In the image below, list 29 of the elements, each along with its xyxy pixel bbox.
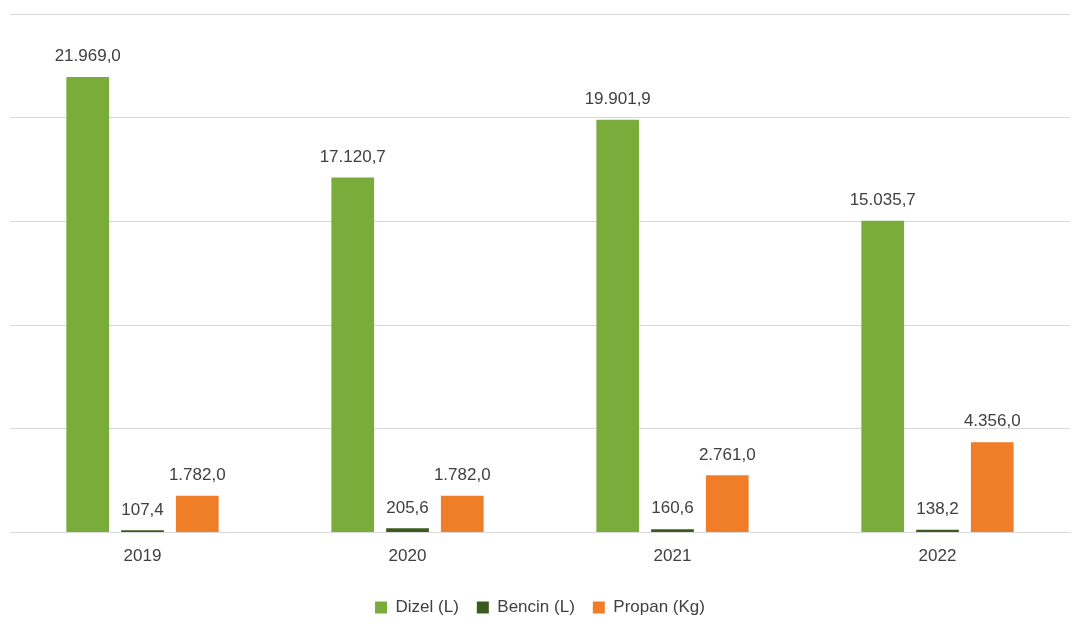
x-tick-label: 2020 bbox=[388, 546, 427, 566]
bar bbox=[386, 528, 429, 533]
x-tick-label: 2019 bbox=[123, 546, 162, 566]
data-label: 205,6 bbox=[386, 497, 429, 517]
x-tick-label: 2021 bbox=[653, 546, 692, 566]
bar bbox=[331, 177, 375, 533]
bar bbox=[651, 529, 694, 533]
legend-label: Bencin (L) bbox=[497, 597, 575, 617]
data-label: 4.356,0 bbox=[963, 411, 1021, 431]
bar bbox=[175, 495, 219, 533]
bar bbox=[66, 76, 110, 533]
bar bbox=[970, 442, 1014, 533]
legend-label: Propan (Kg) bbox=[613, 597, 705, 617]
data-label: 2.761,0 bbox=[698, 444, 756, 464]
bar bbox=[705, 475, 749, 533]
data-label: 17.120,7 bbox=[319, 146, 386, 166]
legend-label: Dizel (L) bbox=[395, 597, 459, 617]
data-label: 21.969,0 bbox=[54, 46, 121, 66]
data-label: 1.782,0 bbox=[168, 464, 226, 484]
data-label: 107,4 bbox=[121, 499, 164, 519]
bar bbox=[440, 495, 484, 533]
bar bbox=[596, 119, 640, 533]
data-label: 160,6 bbox=[651, 498, 694, 518]
data-label: 138,2 bbox=[916, 498, 959, 518]
data-label: 1.782,0 bbox=[433, 464, 491, 484]
data-label: 15.035,7 bbox=[849, 189, 916, 209]
x-tick-label: 2022 bbox=[918, 546, 957, 566]
bar bbox=[861, 220, 905, 533]
data-label: 19.901,9 bbox=[584, 88, 651, 108]
